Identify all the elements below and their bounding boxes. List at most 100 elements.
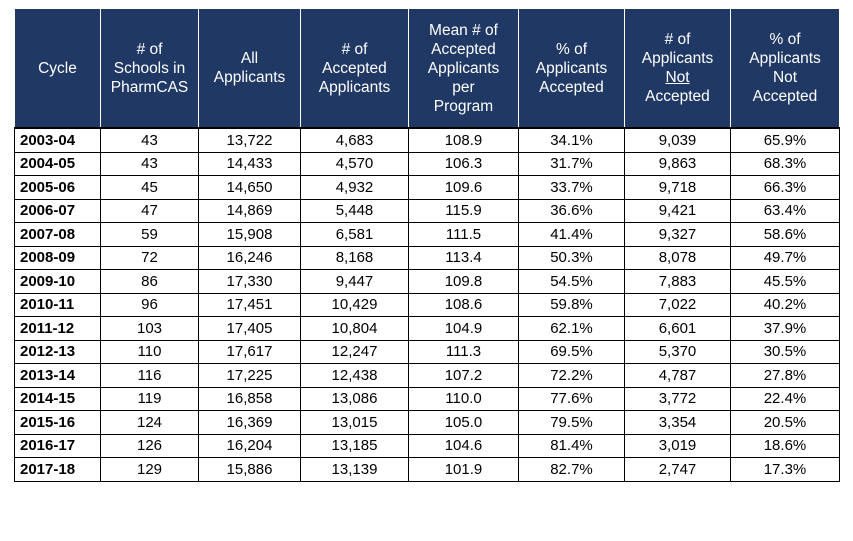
cell-all-applicants: 16,246 — [198, 245, 301, 270]
cell-all-applicants: 15,886 — [198, 457, 301, 482]
pharmcas-applicants-table: Cycle # of Schools in PharmCAS All Appli… — [14, 8, 840, 482]
cell-not-accepted: 9,421 — [624, 198, 731, 223]
cell-not-accepted: 3,772 — [624, 386, 731, 411]
cell-not-accepted: 9,863 — [624, 151, 731, 176]
cell-all-applicants: 16,204 — [198, 433, 301, 458]
cell-accepted: 6,581 — [300, 222, 409, 247]
cell-schools: 86 — [100, 269, 199, 294]
cell-all-applicants: 16,369 — [198, 410, 301, 435]
cell-accepted: 12,247 — [300, 339, 409, 364]
cell-all-applicants: 17,451 — [198, 292, 301, 317]
cell-pct-accepted: 59.8% — [518, 292, 625, 317]
table-row: 2016-17 126 16,204 13,185 104.6 81.4% 3,019 18.… — [14, 433, 840, 458]
header-accepted-applicants: # of Accepted Applicants — [300, 8, 409, 129]
cell-cycle: 2012-13 — [14, 339, 101, 364]
cell-pct-not-accepted: 17.3% — [730, 457, 840, 482]
cell-not-accepted: 9,327 — [624, 222, 731, 247]
cell-cycle: 2015-16 — [14, 410, 101, 435]
cell-pct-not-accepted: 58.6% — [730, 222, 840, 247]
cell-pct-not-accepted: 65.9% — [730, 127, 840, 153]
header-schools: # of Schools in PharmCAS — [100, 8, 199, 129]
cell-cycle: 2006-07 — [14, 198, 101, 223]
cell-pct-accepted: 72.2% — [518, 363, 625, 388]
cell-mean-accepted: 109.8 — [408, 269, 519, 294]
cell-cycle: 2005-06 — [14, 175, 101, 200]
cell-pct-accepted: 41.4% — [518, 222, 625, 247]
cell-mean-accepted: 107.2 — [408, 363, 519, 388]
cell-pct-accepted: 34.1% — [518, 127, 625, 153]
cell-cycle: 2009-10 — [14, 269, 101, 294]
cell-schools: 43 — [100, 127, 199, 153]
cell-not-accepted: 9,718 — [624, 175, 731, 200]
cell-all-applicants: 14,650 — [198, 175, 301, 200]
cell-schools: 96 — [100, 292, 199, 317]
cell-schools: 72 — [100, 245, 199, 270]
table-row: 2005-06 45 14,650 4,932 109.6 33.7% 9,718 66.3% — [14, 175, 840, 200]
header-row: Cycle # of Schools in PharmCAS All Appli… — [14, 8, 840, 129]
cell-accepted: 4,570 — [300, 151, 409, 176]
cell-pct-not-accepted: 20.5% — [730, 410, 840, 435]
table-row: 2007-08 59 15,908 6,581 111.5 41.4% 9,327 58.6% — [14, 222, 840, 247]
cell-pct-not-accepted: 63.4% — [730, 198, 840, 223]
cell-accepted: 10,429 — [300, 292, 409, 317]
cell-not-accepted: 8,078 — [624, 245, 731, 270]
table-row: 2014-15 119 16,858 13,086 110.0 77.6% 3,772 22.… — [14, 386, 840, 411]
table-row: 2012-13 110 17,617 12,247 111.3 69.5% 5,370 30.… — [14, 339, 840, 364]
cell-mean-accepted: 104.6 — [408, 433, 519, 458]
table-row: 2004-05 43 14,433 4,570 106.3 31.7% 9,863 68.3% — [14, 151, 840, 176]
cell-pct-not-accepted: 37.9% — [730, 316, 840, 341]
cell-mean-accepted: 111.5 — [408, 222, 519, 247]
cell-pct-accepted: 77.6% — [518, 386, 625, 411]
header-not-underlined: Not — [665, 69, 690, 86]
cell-pct-accepted: 54.5% — [518, 269, 625, 294]
cell-all-applicants: 17,405 — [198, 316, 301, 341]
cell-not-accepted: 2,747 — [624, 457, 731, 482]
cell-schools: 47 — [100, 198, 199, 223]
cell-pct-not-accepted: 18.6% — [730, 433, 840, 458]
cell-not-accepted: 6,601 — [624, 316, 731, 341]
cell-accepted: 10,804 — [300, 316, 409, 341]
cell-schools: 116 — [100, 363, 199, 388]
cell-pct-accepted: 69.5% — [518, 339, 625, 364]
cell-all-applicants: 17,617 — [198, 339, 301, 364]
cell-accepted: 13,086 — [300, 386, 409, 411]
cell-mean-accepted: 115.9 — [408, 198, 519, 223]
header-pct-accepted: % of Applicants Accepted — [518, 8, 625, 129]
cell-pct-accepted: 50.3% — [518, 245, 625, 270]
cell-accepted: 4,683 — [300, 127, 409, 153]
cell-accepted: 13,015 — [300, 410, 409, 435]
cell-not-accepted: 7,883 — [624, 269, 731, 294]
cell-pct-accepted: 36.6% — [518, 198, 625, 223]
header-pct-not-accepted: % of Applicants Not Accepted — [730, 8, 840, 129]
cell-not-accepted: 5,370 — [624, 339, 731, 364]
cell-pct-accepted: 82.7% — [518, 457, 625, 482]
cell-all-applicants: 14,433 — [198, 151, 301, 176]
header-cycle: Cycle — [14, 8, 101, 129]
table-container: Cycle # of Schools in PharmCAS All Appli… — [14, 8, 840, 482]
cell-cycle: 2013-14 — [14, 363, 101, 388]
cell-accepted: 5,448 — [300, 198, 409, 223]
cell-schools: 45 — [100, 175, 199, 200]
cell-schools: 119 — [100, 386, 199, 411]
cell-accepted: 13,139 — [300, 457, 409, 482]
cell-mean-accepted: 104.9 — [408, 316, 519, 341]
cell-schools: 103 — [100, 316, 199, 341]
cell-pct-not-accepted: 40.2% — [730, 292, 840, 317]
cell-pct-not-accepted: 66.3% — [730, 175, 840, 200]
cell-pct-not-accepted: 49.7% — [730, 245, 840, 270]
cell-schools: 59 — [100, 222, 199, 247]
table-row: 2006-07 47 14,869 5,448 115.9 36.6% 9,421 63.4% — [14, 198, 840, 223]
header-not-accepted-tail: Accepted — [645, 88, 710, 105]
cell-accepted: 9,447 — [300, 269, 409, 294]
cell-cycle: 2007-08 — [14, 222, 101, 247]
cell-schools: 129 — [100, 457, 199, 482]
cell-pct-not-accepted: 68.3% — [730, 151, 840, 176]
cell-not-accepted: 7,022 — [624, 292, 731, 317]
cell-cycle: 2003-04 — [14, 127, 101, 153]
table-row: 2013-14 116 17,225 12,438 107.2 72.2% 4,787 27.… — [14, 363, 840, 388]
cell-all-applicants: 15,908 — [198, 222, 301, 247]
cell-mean-accepted: 110.0 — [408, 386, 519, 411]
cell-mean-accepted: 113.4 — [408, 245, 519, 270]
cell-cycle: 2016-17 — [14, 433, 101, 458]
cell-mean-accepted: 108.6 — [408, 292, 519, 317]
